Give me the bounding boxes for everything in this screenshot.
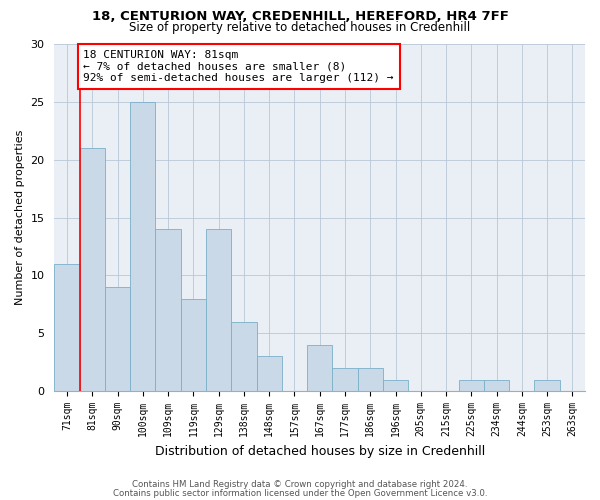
Bar — [231, 322, 257, 391]
Text: Size of property relative to detached houses in Credenhill: Size of property relative to detached ho… — [130, 22, 470, 35]
Bar — [332, 368, 358, 391]
Bar — [105, 287, 130, 391]
Bar — [484, 380, 509, 391]
Bar — [307, 345, 332, 391]
Bar — [206, 229, 231, 391]
Bar — [130, 102, 155, 391]
Bar — [181, 298, 206, 391]
Bar — [458, 380, 484, 391]
Bar — [155, 229, 181, 391]
Bar — [535, 380, 560, 391]
Bar — [358, 368, 383, 391]
Y-axis label: Number of detached properties: Number of detached properties — [15, 130, 25, 306]
Text: Contains HM Land Registry data © Crown copyright and database right 2024.: Contains HM Land Registry data © Crown c… — [132, 480, 468, 489]
Text: Contains public sector information licensed under the Open Government Licence v3: Contains public sector information licen… — [113, 488, 487, 498]
Text: 18 CENTURION WAY: 81sqm
← 7% of detached houses are smaller (8)
92% of semi-deta: 18 CENTURION WAY: 81sqm ← 7% of detached… — [83, 50, 394, 83]
Bar — [383, 380, 408, 391]
Bar — [80, 148, 105, 391]
X-axis label: Distribution of detached houses by size in Credenhill: Distribution of detached houses by size … — [155, 444, 485, 458]
Bar — [257, 356, 282, 391]
Text: 18, CENTURION WAY, CREDENHILL, HEREFORD, HR4 7FF: 18, CENTURION WAY, CREDENHILL, HEREFORD,… — [92, 10, 508, 23]
Bar — [55, 264, 80, 391]
